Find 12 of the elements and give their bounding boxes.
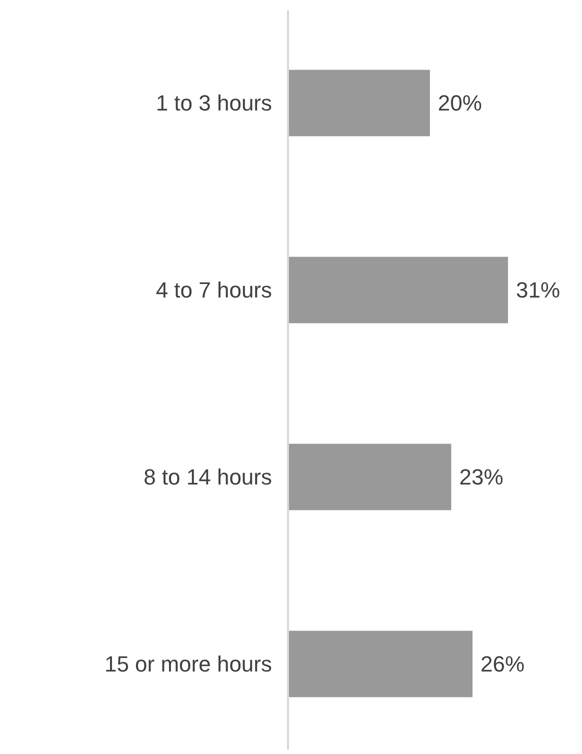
data-label: 26% xyxy=(480,652,525,677)
bar xyxy=(288,444,452,510)
data-label: 31% xyxy=(516,278,560,303)
data-label: 20% xyxy=(438,90,482,116)
bar xyxy=(288,630,473,698)
y-tick-label: 15 or more hours xyxy=(104,652,272,677)
bar xyxy=(288,256,508,324)
y-tick-label: 4 to 7 hours xyxy=(156,278,272,303)
y-tick-label: 1 to 3 hours xyxy=(156,90,272,116)
data-label: 23% xyxy=(459,464,504,490)
bar xyxy=(288,70,430,136)
y-tick-label: 8 to 14 hours xyxy=(144,464,272,490)
